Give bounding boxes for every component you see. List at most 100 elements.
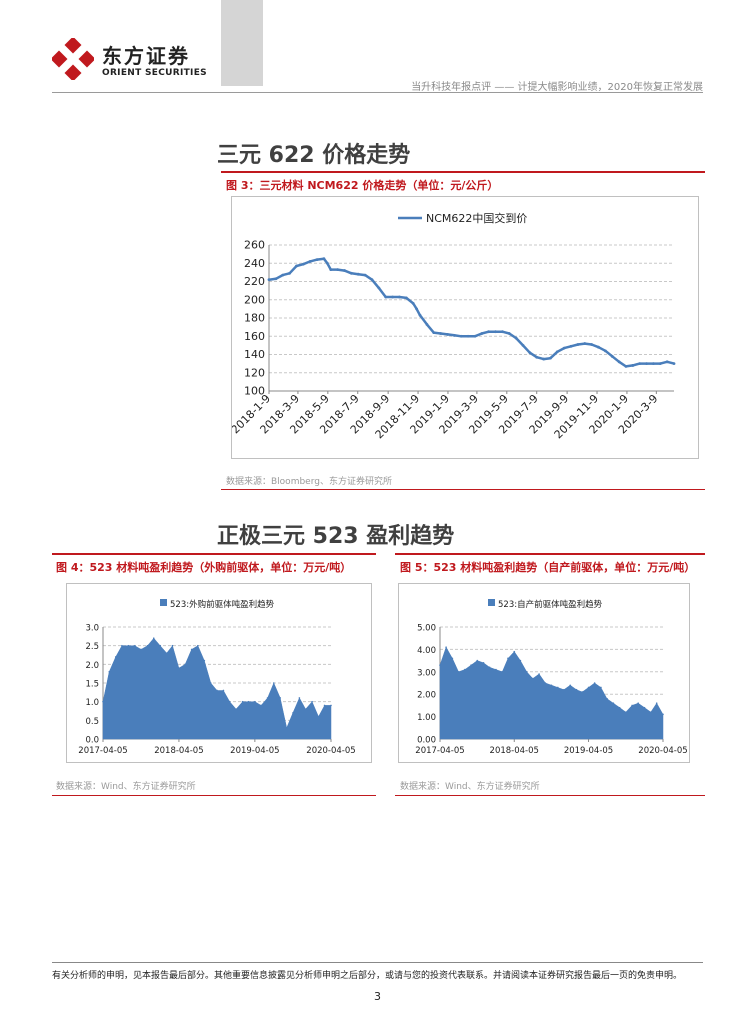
legend-swatch [160,599,167,606]
data-point [618,706,621,709]
data-point [254,700,256,703]
data-point [652,362,655,366]
data-point [569,684,572,687]
data-point [563,688,565,691]
series-area [102,637,332,740]
data-point [638,362,642,366]
y-tick-label: 1.00 [417,713,436,723]
data-point [645,362,648,366]
data-point [672,362,676,366]
data-point [501,671,504,673]
data-point [612,702,615,704]
data-point [482,662,485,664]
data-point [445,646,447,648]
legend-label: 523:外购前驱体吨盈利趋势 [170,599,275,610]
data-point [134,644,136,647]
data-point [600,686,602,689]
brand-name-cn: 东方证券 [102,44,190,68]
data-point [363,273,367,277]
data-point [209,682,212,684]
header-decor-bar [221,0,263,86]
data-point [190,648,193,651]
data-point [603,349,607,353]
data-point [279,697,282,699]
data-point [330,704,332,707]
x-tick-label: 2017-04-05 [415,746,464,756]
data-point [550,684,553,687]
data-point [587,686,590,689]
data-point [274,277,278,281]
y-tick-label: 180 [244,312,265,325]
y-tick-label: 1.0 [85,698,99,708]
data-point [439,332,443,335]
data-point [146,644,149,647]
data-point [507,332,511,335]
data-point [336,268,340,272]
data-point [384,295,388,299]
data-point [127,644,130,647]
data-point [665,360,669,364]
data-point [311,700,313,703]
orient-securities-logo [52,38,94,80]
data-point [459,334,463,338]
fig4-source: 数据来源：Wind、东方证券研究所 [56,782,196,792]
data-point [288,271,291,275]
fig3-line-chart: 1001201401601802002202402602018-1-92018-… [229,211,676,441]
section-title-ncm622: 三元 622 价格走势 [217,143,411,168]
data-point [495,668,497,671]
y-tick-label: 3.00 [417,668,436,678]
data-point [557,686,559,689]
y-tick-label: 140 [244,348,265,361]
series-line [268,257,675,368]
data-point [538,673,540,675]
x-tick-label: 2020-04-05 [638,746,687,756]
data-point [617,360,621,364]
data-point [562,346,566,350]
data-point [241,700,244,703]
data-point [658,362,662,366]
data-point [624,364,628,368]
data-point [487,330,491,334]
data-point [184,663,186,666]
data-point [500,330,504,334]
page-number: 3 [374,990,381,1003]
data-point [216,689,218,692]
fig4-chart-frame: 0.0 0.5 1.0 1.5 2.0 2.5 3.0 2017-04-05 2018-04-0… [66,583,372,763]
x-tick-label: 2017-04-05 [78,746,127,756]
data-point [535,355,539,359]
data-point [544,682,547,684]
data-point [549,356,552,360]
data-point [308,260,312,263]
data-point [542,357,545,361]
data-point [102,700,104,703]
fig4-caption: 图 4：523 材料吨盈利趋势（外购前驱体，单位：万元/吨） [56,561,352,574]
data-point [662,713,664,716]
y-tick-label: 2.5 [85,642,99,652]
data-point [247,700,250,703]
y-tick-label: 4.00 [417,646,436,656]
x-tick-label: 2019-04-05 [230,746,279,756]
data-point [593,682,596,684]
fig4-top-rule [52,553,376,555]
legend-label: 523:自产前驱体吨盈利趋势 [498,599,603,610]
data-point [473,334,477,338]
data-point [470,664,472,666]
data-point [228,700,231,703]
data-point [159,644,162,647]
data-point [494,330,497,334]
y-tick-label: 220 [244,275,265,288]
y-tick-label: 1.5 [85,680,99,690]
data-point [590,343,594,346]
y-tick-label: 2.0 [85,661,99,671]
data-point [597,345,600,349]
data-point [235,708,237,710]
data-point [528,351,532,355]
fig5-top-rule [395,553,705,555]
data-point [432,331,436,334]
data-point [301,262,305,266]
y-tick-label: 100 [244,385,265,398]
data-point [260,704,262,707]
y-tick-label: 160 [244,330,265,343]
data-point [631,364,635,367]
data-point [121,644,123,647]
